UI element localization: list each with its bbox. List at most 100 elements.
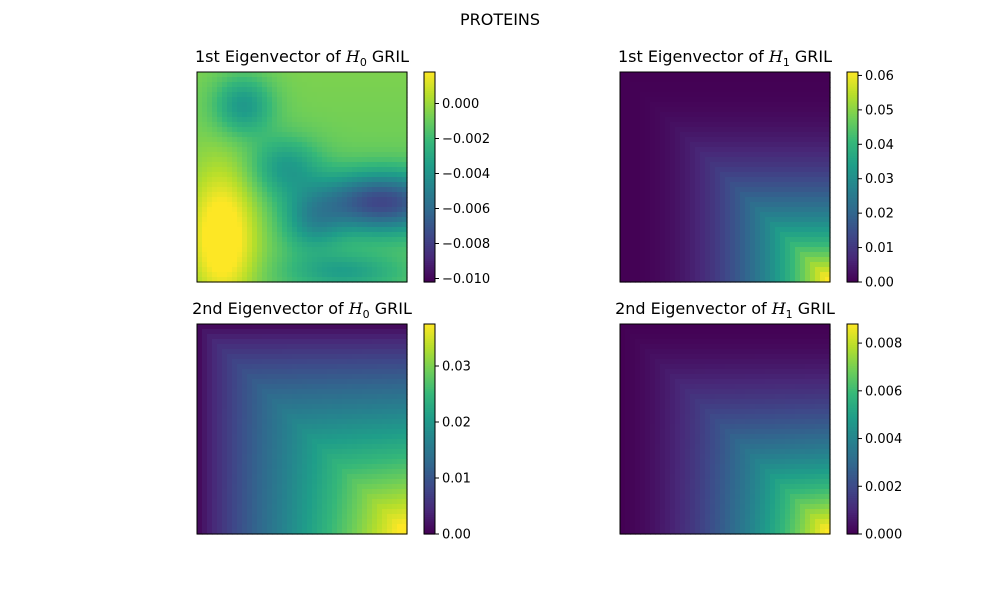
heatmap-cell: [362, 97, 368, 103]
heatmap-cell: [392, 217, 398, 223]
heatmap-cell: [735, 257, 741, 263]
colorbar-segment: [424, 204, 435, 207]
heatmap-cell: [815, 112, 821, 118]
colorbar-segment: [847, 191, 858, 195]
heatmap-cell: [387, 222, 393, 228]
heatmap-cell: [272, 127, 278, 133]
heatmap-cell: [730, 142, 736, 148]
heatmap-cell: [312, 172, 318, 178]
heatmap-cell: [382, 122, 388, 128]
heatmap-cell: [695, 207, 701, 213]
heatmap-cell: [805, 237, 811, 243]
heatmap-cell: [810, 147, 816, 153]
heatmap-cell: [267, 142, 273, 148]
heatmap-cell: [237, 162, 243, 168]
heatmap-cell: [362, 142, 368, 148]
heatmap-cell: [755, 267, 761, 273]
heatmap-cell: [645, 202, 651, 208]
heatmap-cell: [635, 87, 641, 93]
panel-title-var: H: [771, 299, 786, 318]
heatmap-cell: [630, 117, 636, 123]
heatmap-cell: [710, 127, 716, 133]
heatmap-cell: [212, 72, 218, 78]
heatmap-cell: [815, 262, 821, 268]
heatmap-cell: [207, 87, 213, 93]
heatmap-cell: [660, 142, 666, 148]
heatmap-cell: [770, 137, 776, 143]
heatmap-cell: [307, 197, 313, 203]
heatmap-cell: [252, 207, 258, 213]
colorbar-segment: [424, 145, 435, 149]
heatmap-cell: [212, 429, 218, 435]
heatmap-cell: [357, 389, 363, 395]
heatmap-cell: [212, 192, 218, 198]
heatmap-cell: [272, 147, 278, 153]
heatmap-cell: [347, 339, 353, 345]
heatmap-cell: [710, 197, 716, 203]
heatmap-cell: [655, 212, 661, 218]
heatmap-cell: [242, 339, 248, 345]
heatmap-cell: [287, 232, 293, 238]
heatmap-cell: [810, 182, 816, 188]
heatmap-cell: [347, 162, 353, 168]
heatmap-cell: [312, 369, 318, 375]
heatmap-cell: [322, 147, 328, 153]
heatmap-cell: [715, 82, 721, 88]
heatmap-cell: [262, 212, 268, 218]
heatmap-cell: [227, 439, 233, 445]
heatmap-cell: [372, 142, 378, 148]
heatmap-cell: [272, 359, 278, 365]
heatmap-cell: [625, 162, 631, 168]
heatmap-cell: [720, 192, 726, 198]
heatmap-cell: [780, 227, 786, 233]
heatmap-cell: [317, 277, 323, 283]
colorbar-segment: [424, 124, 435, 128]
heatmap-cell: [247, 464, 253, 470]
heatmap-cell: [262, 359, 268, 365]
heatmap-cell: [237, 414, 243, 420]
heatmap-cell: [277, 102, 283, 108]
heatmap-cell: [780, 132, 786, 138]
heatmap-cell: [685, 117, 691, 123]
heatmap-cell: [685, 147, 691, 153]
heatmap-cell: [207, 222, 213, 228]
heatmap-cell: [262, 404, 268, 410]
heatmap-cell: [282, 324, 288, 330]
heatmap-cell: [765, 262, 771, 268]
heatmap-cell: [247, 364, 253, 370]
heatmap-cell: [655, 197, 661, 203]
heatmap-cell: [282, 167, 288, 173]
heatmap-cell: [700, 82, 706, 88]
heatmap-cell: [357, 449, 363, 455]
heatmap-cell: [630, 232, 636, 238]
heatmap-cell: [710, 277, 716, 283]
heatmap-cell: [197, 389, 203, 395]
heatmap-cell: [262, 247, 268, 253]
heatmap-cell: [202, 167, 208, 173]
heatmap-cell: [760, 117, 766, 123]
heatmap-cell: [402, 419, 408, 425]
heatmap-cell: [297, 117, 303, 123]
heatmap-cell: [197, 399, 203, 405]
heatmap-cell: [357, 142, 363, 148]
heatmap-cell: [625, 207, 631, 213]
heatmap-cell: [322, 334, 328, 340]
heatmap-cell: [242, 369, 248, 375]
heatmap-cell: [725, 97, 731, 103]
heatmap-cell: [367, 207, 373, 213]
heatmap-cell: [207, 247, 213, 253]
heatmap-cell: [367, 227, 373, 233]
heatmap-cell: [387, 459, 393, 465]
heatmap-cell: [267, 434, 273, 440]
heatmap-cell: [700, 132, 706, 138]
heatmap-cell: [730, 192, 736, 198]
heatmap-cell: [820, 262, 826, 268]
heatmap-cell: [690, 97, 696, 103]
heatmap-cell: [252, 162, 258, 168]
heatmap-cell: [202, 257, 208, 263]
heatmap-cell: [680, 227, 686, 233]
heatmap-cell: [660, 237, 666, 243]
heatmap-cell: [312, 187, 318, 193]
heatmap-cell: [317, 464, 323, 470]
heatmap-cell: [252, 434, 258, 440]
